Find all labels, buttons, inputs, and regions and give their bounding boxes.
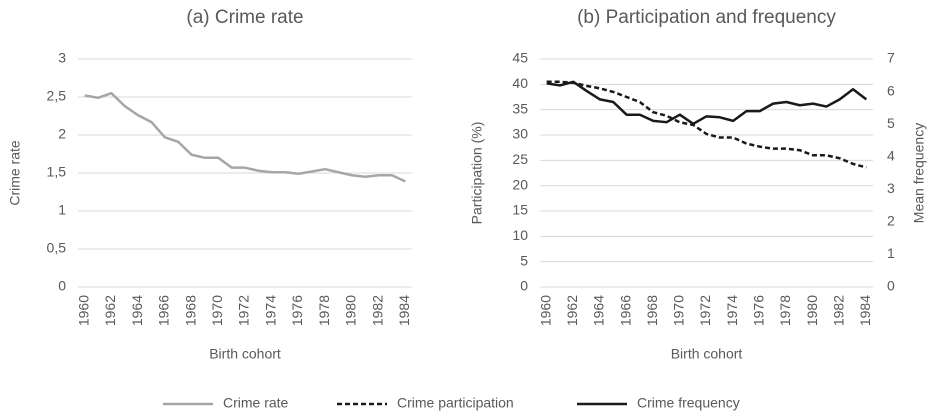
y-tick-label: 35	[512, 100, 528, 116]
x-tick-label: 1976	[289, 295, 305, 326]
x-tick-label: 1984	[857, 295, 873, 326]
x-tick-label: 1966	[617, 295, 633, 326]
x-tick-label: 1970	[209, 295, 225, 326]
x-tick-label: 1974	[262, 295, 278, 326]
data-line	[84, 91, 406, 183]
y-axis-label: Crime rate	[7, 140, 23, 206]
data-line	[546, 80, 867, 169]
y-tick-label: 15	[512, 202, 528, 218]
legend-label: Crime frequency	[637, 395, 740, 411]
x-axis-label: Birth cohort	[671, 346, 743, 362]
y-tick-label: 40	[512, 75, 528, 91]
x-tick-label: 1978	[316, 295, 332, 326]
y-tick-label: 2,5	[47, 88, 67, 104]
y-tick-label: 45	[512, 50, 528, 66]
data-line	[546, 80, 868, 126]
x-tick-label: 1980	[343, 295, 359, 326]
y-tick-label: 0	[58, 278, 66, 294]
y2-tick-label: 7	[887, 50, 895, 66]
x-tick-label: 1962	[564, 295, 580, 326]
x-tick-label: 1962	[102, 295, 118, 326]
x-tick-label: 1960	[537, 295, 553, 326]
x-axis-label: Birth cohort	[209, 346, 281, 362]
y2-tick-label: 5	[887, 115, 895, 131]
x-tick-label: 1978	[777, 295, 793, 326]
y-tick-label: 1,5	[47, 164, 67, 180]
y2-tick-label: 3	[887, 180, 895, 196]
x-tick-label: 1980	[804, 295, 820, 326]
y-tick-label: 1	[58, 202, 66, 218]
x-tick-label: 1966	[156, 295, 172, 326]
x-tick-label: 1972	[697, 295, 713, 326]
y2-axis-label: Mean frequency	[911, 123, 927, 223]
chart-title: (a) Crime rate	[186, 7, 303, 28]
y2-tick-label: 6	[887, 82, 895, 98]
x-tick-label: 1968	[182, 295, 198, 326]
x-tick-label: 1970	[671, 295, 687, 326]
x-tick-label: 1982	[369, 295, 385, 326]
y-tick-label: 25	[512, 151, 528, 167]
legend-label: Crime rate	[223, 395, 289, 411]
x-tick-label: 1984	[396, 295, 412, 326]
y-axis-label: Participation (%)	[469, 122, 485, 225]
chart-title: (b) Participation and frequency	[577, 7, 836, 28]
y2-tick-label: 1	[887, 245, 895, 261]
x-tick-label: 1974	[724, 295, 740, 326]
legend-label: Crime participation	[397, 395, 514, 411]
x-tick-label: 1960	[75, 295, 91, 326]
y-tick-label: 5	[520, 252, 528, 268]
y2-tick-label: 4	[887, 147, 895, 163]
y2-tick-label: 0	[887, 278, 895, 294]
x-tick-label: 1976	[750, 295, 766, 326]
y-tick-label: 10	[512, 227, 528, 243]
y-tick-label: 2	[58, 126, 66, 142]
y-tick-label: 3	[58, 50, 66, 66]
x-tick-label: 1968	[644, 295, 660, 326]
y-tick-label: 0,5	[47, 240, 67, 256]
y2-tick-label: 2	[887, 213, 895, 229]
y-tick-label: 0	[520, 278, 528, 294]
x-tick-label: 1964	[591, 295, 607, 326]
x-tick-label: 1964	[129, 295, 145, 326]
y-tick-label: 20	[512, 176, 528, 192]
y-tick-label: 30	[512, 126, 528, 142]
x-tick-label: 1972	[236, 295, 252, 326]
x-tick-label: 1982	[830, 295, 846, 326]
